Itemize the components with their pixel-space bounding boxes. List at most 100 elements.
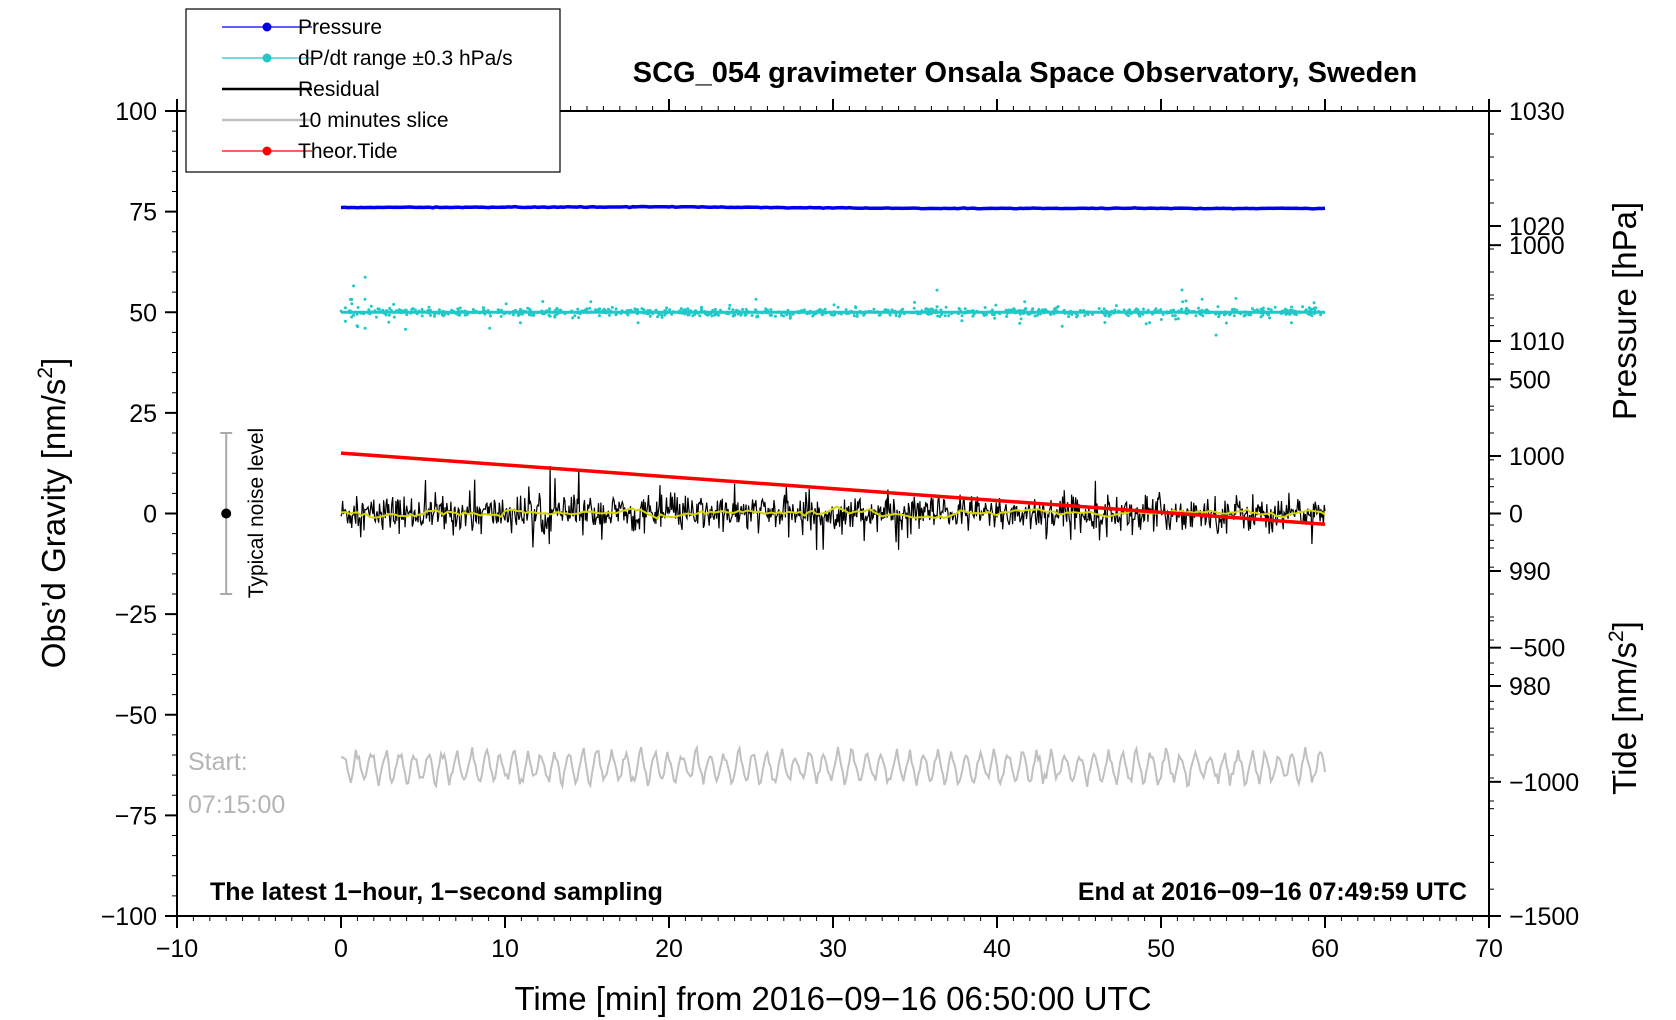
dpdt-point bbox=[787, 311, 791, 315]
noise-bar bbox=[220, 432, 233, 595]
dpdt-point bbox=[786, 308, 790, 312]
dpdt-point bbox=[1141, 307, 1145, 311]
dpdt-point bbox=[1229, 312, 1232, 316]
dpdt-point bbox=[748, 310, 752, 314]
dpdt-point bbox=[1112, 311, 1116, 315]
dpdt-point bbox=[432, 311, 436, 315]
dpdt-point bbox=[392, 315, 396, 319]
dpdt-point bbox=[1293, 309, 1297, 313]
dpdt-point bbox=[440, 313, 444, 317]
dpdt-point bbox=[1049, 313, 1053, 316]
dpdt-point bbox=[799, 309, 803, 313]
left-tick-label: 100 bbox=[115, 98, 157, 126]
dpdt-point bbox=[683, 309, 687, 313]
dpdt-point bbox=[732, 312, 736, 316]
y-axis-title-tide: Tide [nm/s2] bbox=[1605, 621, 1643, 795]
dpdt-point bbox=[615, 311, 619, 315]
y-axis-title-left: Obs’d Gravity [nm/s2] bbox=[34, 358, 72, 669]
dpdt-point bbox=[570, 309, 574, 313]
dpdt-point bbox=[1174, 317, 1178, 321]
dpdt-point bbox=[1180, 288, 1184, 292]
dpdt-point bbox=[656, 311, 660, 315]
dpdt-point bbox=[670, 312, 674, 316]
noise-bar-center bbox=[221, 508, 232, 519]
dpdt-point bbox=[356, 306, 360, 309]
dpdt-point bbox=[877, 313, 881, 317]
dpdt-point bbox=[821, 311, 825, 315]
dpdt-point bbox=[541, 310, 544, 314]
dpdt-point bbox=[1004, 308, 1008, 312]
dpdt-point bbox=[1018, 312, 1022, 316]
pressure-tick-label: 990 bbox=[1509, 558, 1551, 586]
dpdt-point bbox=[514, 308, 517, 312]
dpdt-point bbox=[872, 307, 876, 311]
dpdt-point bbox=[881, 310, 885, 314]
dpdt-point bbox=[1036, 313, 1039, 317]
dpdt-point bbox=[770, 313, 773, 317]
dpdt-point bbox=[815, 310, 819, 314]
dpdt-point bbox=[648, 308, 652, 312]
dpdt-point bbox=[446, 311, 450, 314]
series-pressure bbox=[340, 204, 1326, 211]
dpdt-point bbox=[711, 308, 715, 312]
dpdt-point bbox=[1250, 307, 1254, 311]
dpdt-point bbox=[545, 309, 549, 313]
dpdt-point bbox=[1060, 324, 1064, 328]
dpdt-point bbox=[755, 310, 759, 314]
dpdt-point bbox=[1005, 312, 1009, 315]
dpdt-point bbox=[663, 312, 667, 316]
pressure-tick-label: 1000 bbox=[1509, 443, 1565, 471]
dpdt-point bbox=[939, 308, 943, 312]
dpdt-point bbox=[731, 314, 735, 318]
dpdt-point bbox=[1096, 310, 1100, 314]
dpdt-point bbox=[528, 307, 532, 311]
dpdt-point bbox=[1172, 308, 1176, 312]
dpdt-point bbox=[383, 312, 387, 316]
dpdt-point bbox=[780, 313, 784, 317]
dpdt-point bbox=[929, 307, 933, 311]
dpdt-point bbox=[609, 309, 613, 313]
dpdt-point bbox=[1159, 308, 1163, 312]
dpdt-point bbox=[654, 308, 658, 312]
dpdt-point bbox=[1184, 299, 1188, 303]
dpdt-point bbox=[887, 311, 891, 315]
dpdt-point bbox=[824, 311, 828, 315]
dpdt-point bbox=[627, 309, 631, 313]
dpdt-point bbox=[663, 309, 667, 313]
left-tick-label: 0 bbox=[143, 501, 157, 529]
dpdt-point bbox=[916, 312, 920, 316]
dpdt-point bbox=[496, 308, 500, 312]
dpdt-point bbox=[1033, 314, 1037, 318]
dpdt-point bbox=[1067, 315, 1071, 319]
dpdt-point bbox=[635, 312, 639, 316]
dpdt-point bbox=[1312, 301, 1316, 305]
dpdt-point bbox=[839, 312, 843, 316]
dpdt-point bbox=[1108, 313, 1112, 317]
dpdt-point bbox=[1251, 310, 1255, 314]
dpdt-point bbox=[968, 309, 972, 313]
dpdt-point bbox=[410, 310, 414, 314]
dpdt-point bbox=[836, 305, 840, 309]
dpdt-point bbox=[849, 309, 853, 313]
dpdt-point bbox=[1124, 312, 1128, 316]
x-tick-label: 20 bbox=[655, 935, 683, 963]
dpdt-point bbox=[405, 313, 409, 317]
dpdt-point bbox=[625, 311, 628, 315]
dpdt-point bbox=[1148, 321, 1152, 325]
dpdt-point bbox=[387, 320, 391, 324]
tide-tick-label: 0 bbox=[1509, 501, 1523, 529]
dpdt-point bbox=[852, 314, 856, 318]
dpdt-point bbox=[829, 313, 833, 317]
dpdt-point bbox=[957, 307, 961, 310]
dpdt-point bbox=[482, 309, 486, 313]
dpdt-point bbox=[532, 313, 536, 317]
dpdt-point bbox=[620, 309, 624, 313]
dpdt-point bbox=[1032, 311, 1036, 315]
dpdt-point bbox=[897, 310, 900, 314]
dpdt-point bbox=[693, 313, 697, 316]
dpdt-point bbox=[585, 307, 589, 311]
series-residual bbox=[340, 465, 1326, 551]
dpdt-point bbox=[960, 314, 964, 318]
dpdt-point bbox=[457, 309, 461, 313]
dpdt-point bbox=[398, 308, 402, 312]
